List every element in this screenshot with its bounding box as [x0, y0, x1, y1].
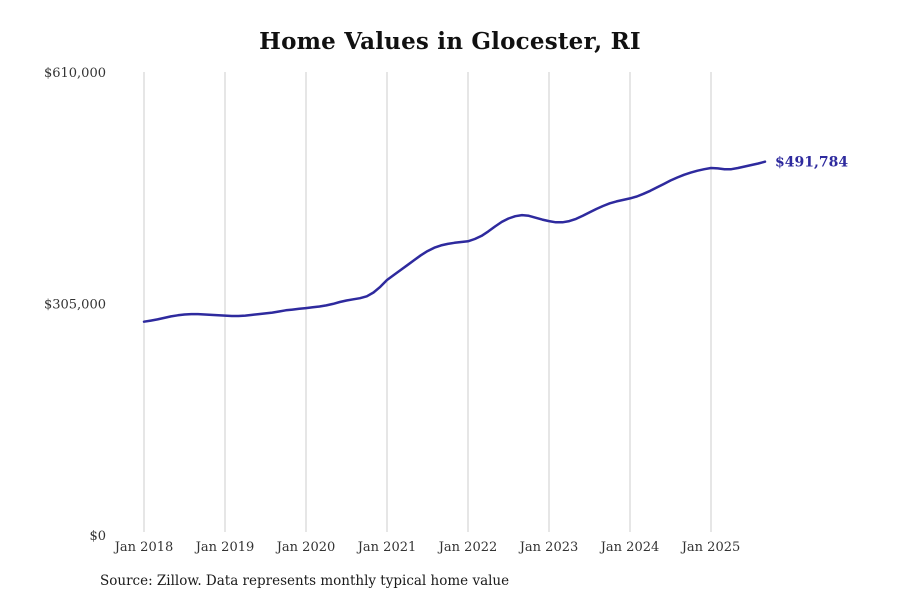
x-axis-tick-label: Jan 2021 — [356, 540, 417, 555]
latest-value-label: $491,784 — [775, 155, 848, 171]
x-axis-tick-label: Jan 2019 — [194, 540, 255, 555]
home-value-series-line — [142, 160, 767, 323]
source-note: Source: Zillow. Data represents monthly … — [100, 573, 510, 589]
x-axis-tick-label: Jan 2023 — [518, 540, 579, 555]
y-axis-tick-label: $0 — [89, 529, 106, 544]
y-axis-tick-label: $305,000 — [44, 298, 106, 313]
chart-title: Home Values in Glocester, RI — [259, 28, 641, 55]
x-axis-tick-label: Jan 2024 — [599, 540, 660, 555]
x-axis-tick-label: Jan 2020 — [275, 540, 336, 555]
y-axis-tick-label: $610,000 — [44, 66, 106, 81]
x-axis-tick-label: Jan 2022 — [437, 540, 498, 555]
x-axis-tick-label: Jan 2018 — [113, 540, 174, 555]
x-axis-tick-label: Jan 2025 — [680, 540, 741, 555]
